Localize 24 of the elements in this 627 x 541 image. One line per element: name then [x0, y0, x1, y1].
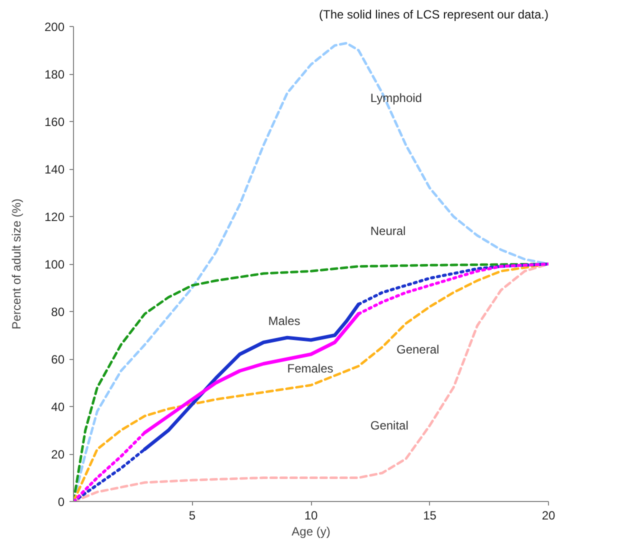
y-tick-label: 40 — [51, 400, 65, 414]
series-label: Females — [287, 362, 334, 376]
y-tick-label: 60 — [51, 352, 65, 366]
y-tick-label: 20 — [51, 448, 65, 462]
y-tick-label: 100 — [44, 258, 65, 272]
y-axis-title: Percent of adult size (%) — [9, 198, 24, 330]
series-label: Males — [268, 314, 300, 328]
x-tick-label: 15 — [423, 508, 437, 522]
series-label: General — [396, 342, 440, 357]
y-tick-label: 120 — [44, 210, 65, 224]
x-tick-label: 5 — [188, 508, 196, 522]
y-tick-label: 160 — [44, 115, 65, 129]
x-axis-title: Age (y) — [292, 524, 330, 538]
series-label: Genital — [370, 418, 408, 433]
series-label: Lymphoid — [370, 90, 422, 105]
x-tick-label: 10 — [304, 508, 318, 522]
x-tick-label: 20 — [542, 508, 556, 522]
text: (The solid lines of LCS represent our data.) — [319, 8, 549, 22]
y-tick-label: 0 — [58, 495, 65, 509]
text: Neural — [370, 224, 406, 238]
y-tick-label: 180 — [44, 68, 65, 82]
y-tick-label: 80 — [51, 305, 65, 319]
y-tick-label: 200 — [44, 20, 65, 34]
y-tick-label: 140 — [44, 162, 65, 176]
